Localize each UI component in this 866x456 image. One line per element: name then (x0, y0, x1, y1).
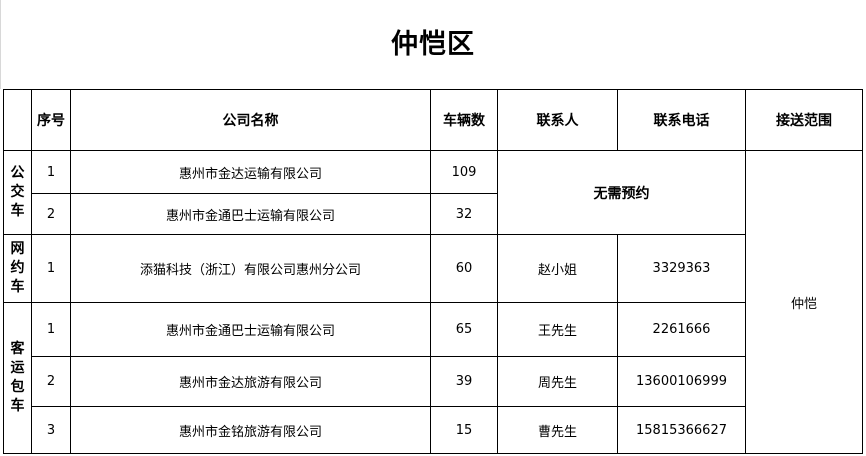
scope-cell: 仲恺 (745, 150, 863, 454)
header-vehicles: 车辆数 (430, 89, 498, 151)
row-company: 惠州市金通巴士运输有限公司 (70, 193, 431, 235)
header-scope: 接送范围 (745, 89, 863, 151)
row-vehicles: 109 (430, 150, 498, 194)
row-vehicles: 65 (430, 302, 498, 357)
row-contact: 王先生 (497, 302, 618, 357)
row-phone: 15815366627 (617, 406, 746, 454)
row-vehicles: 15 (430, 406, 498, 454)
row-phone: 2261666 (617, 302, 746, 357)
row-phone: 3329363 (617, 234, 746, 303)
row-no: 2 (31, 193, 71, 235)
table-row: 网约车 1 添猫科技（浙江）有限公司惠州分公司 60 赵小姐 3329363 (3, 234, 863, 303)
table-row: 公交车 1 惠州市金达运输有限公司 109 无需预约 仲恺 (3, 150, 863, 454)
row-vehicles: 60 (430, 234, 498, 303)
row-contact: 赵小姐 (497, 234, 618, 303)
row-phone: 13600106999 (617, 356, 746, 407)
category-bus: 公交车 (3, 150, 32, 235)
header-category (3, 89, 32, 151)
row-vehicles: 39 (430, 356, 498, 407)
header-contact: 联系人 (497, 89, 618, 151)
header-row: 序号 公司名称 车辆数 联系人 联系电话 接送范围 (3, 89, 863, 151)
table-row: 2 惠州市金通巴士运输有限公司 32 (4, 193, 863, 235)
table-row: 3 惠州市金铭旅游有限公司 15 曹先生 15815366627 (4, 406, 863, 454)
row-company: 惠州市金达旅游有限公司 (70, 356, 431, 407)
row-no: 2 (31, 356, 71, 407)
row-no: 1 (31, 234, 71, 303)
row-contact: 周先生 (497, 356, 618, 407)
header-no: 序号 (31, 89, 71, 151)
no-reservation-note: 无需预约 (497, 150, 746, 235)
table-row: 客运包车 1 惠州市金通巴士运输有限公司 65 王先生 2261666 (3, 302, 863, 454)
table-row: 2 惠州市金达旅游有限公司 39 周先生 13600106999 (4, 356, 863, 407)
page-title: 仲恺区 (391, 29, 475, 60)
row-no: 1 (31, 302, 71, 357)
row-contact: 曹先生 (497, 406, 618, 454)
row-company: 惠州市金达运输有限公司 (70, 150, 431, 194)
row-company: 惠州市金通巴士运输有限公司 (70, 302, 431, 357)
row-vehicles: 32 (430, 193, 498, 235)
header-company: 公司名称 (70, 89, 431, 151)
row-company: 添猫科技（浙江）有限公司惠州分公司 (70, 234, 431, 303)
row-no: 3 (31, 406, 71, 454)
category-charter: 客运包车 (3, 302, 32, 454)
company-table: 序号 公司名称 车辆数 联系人 联系电话 接送范围 公交车 1 惠州市金达运输有… (3, 89, 863, 454)
title-band (0, 0, 866, 89)
header-phone: 联系电话 (617, 89, 746, 151)
row-no: 1 (31, 150, 71, 194)
category-ride-hailing: 网约车 (3, 234, 32, 303)
row-company: 惠州市金铭旅游有限公司 (70, 406, 431, 454)
